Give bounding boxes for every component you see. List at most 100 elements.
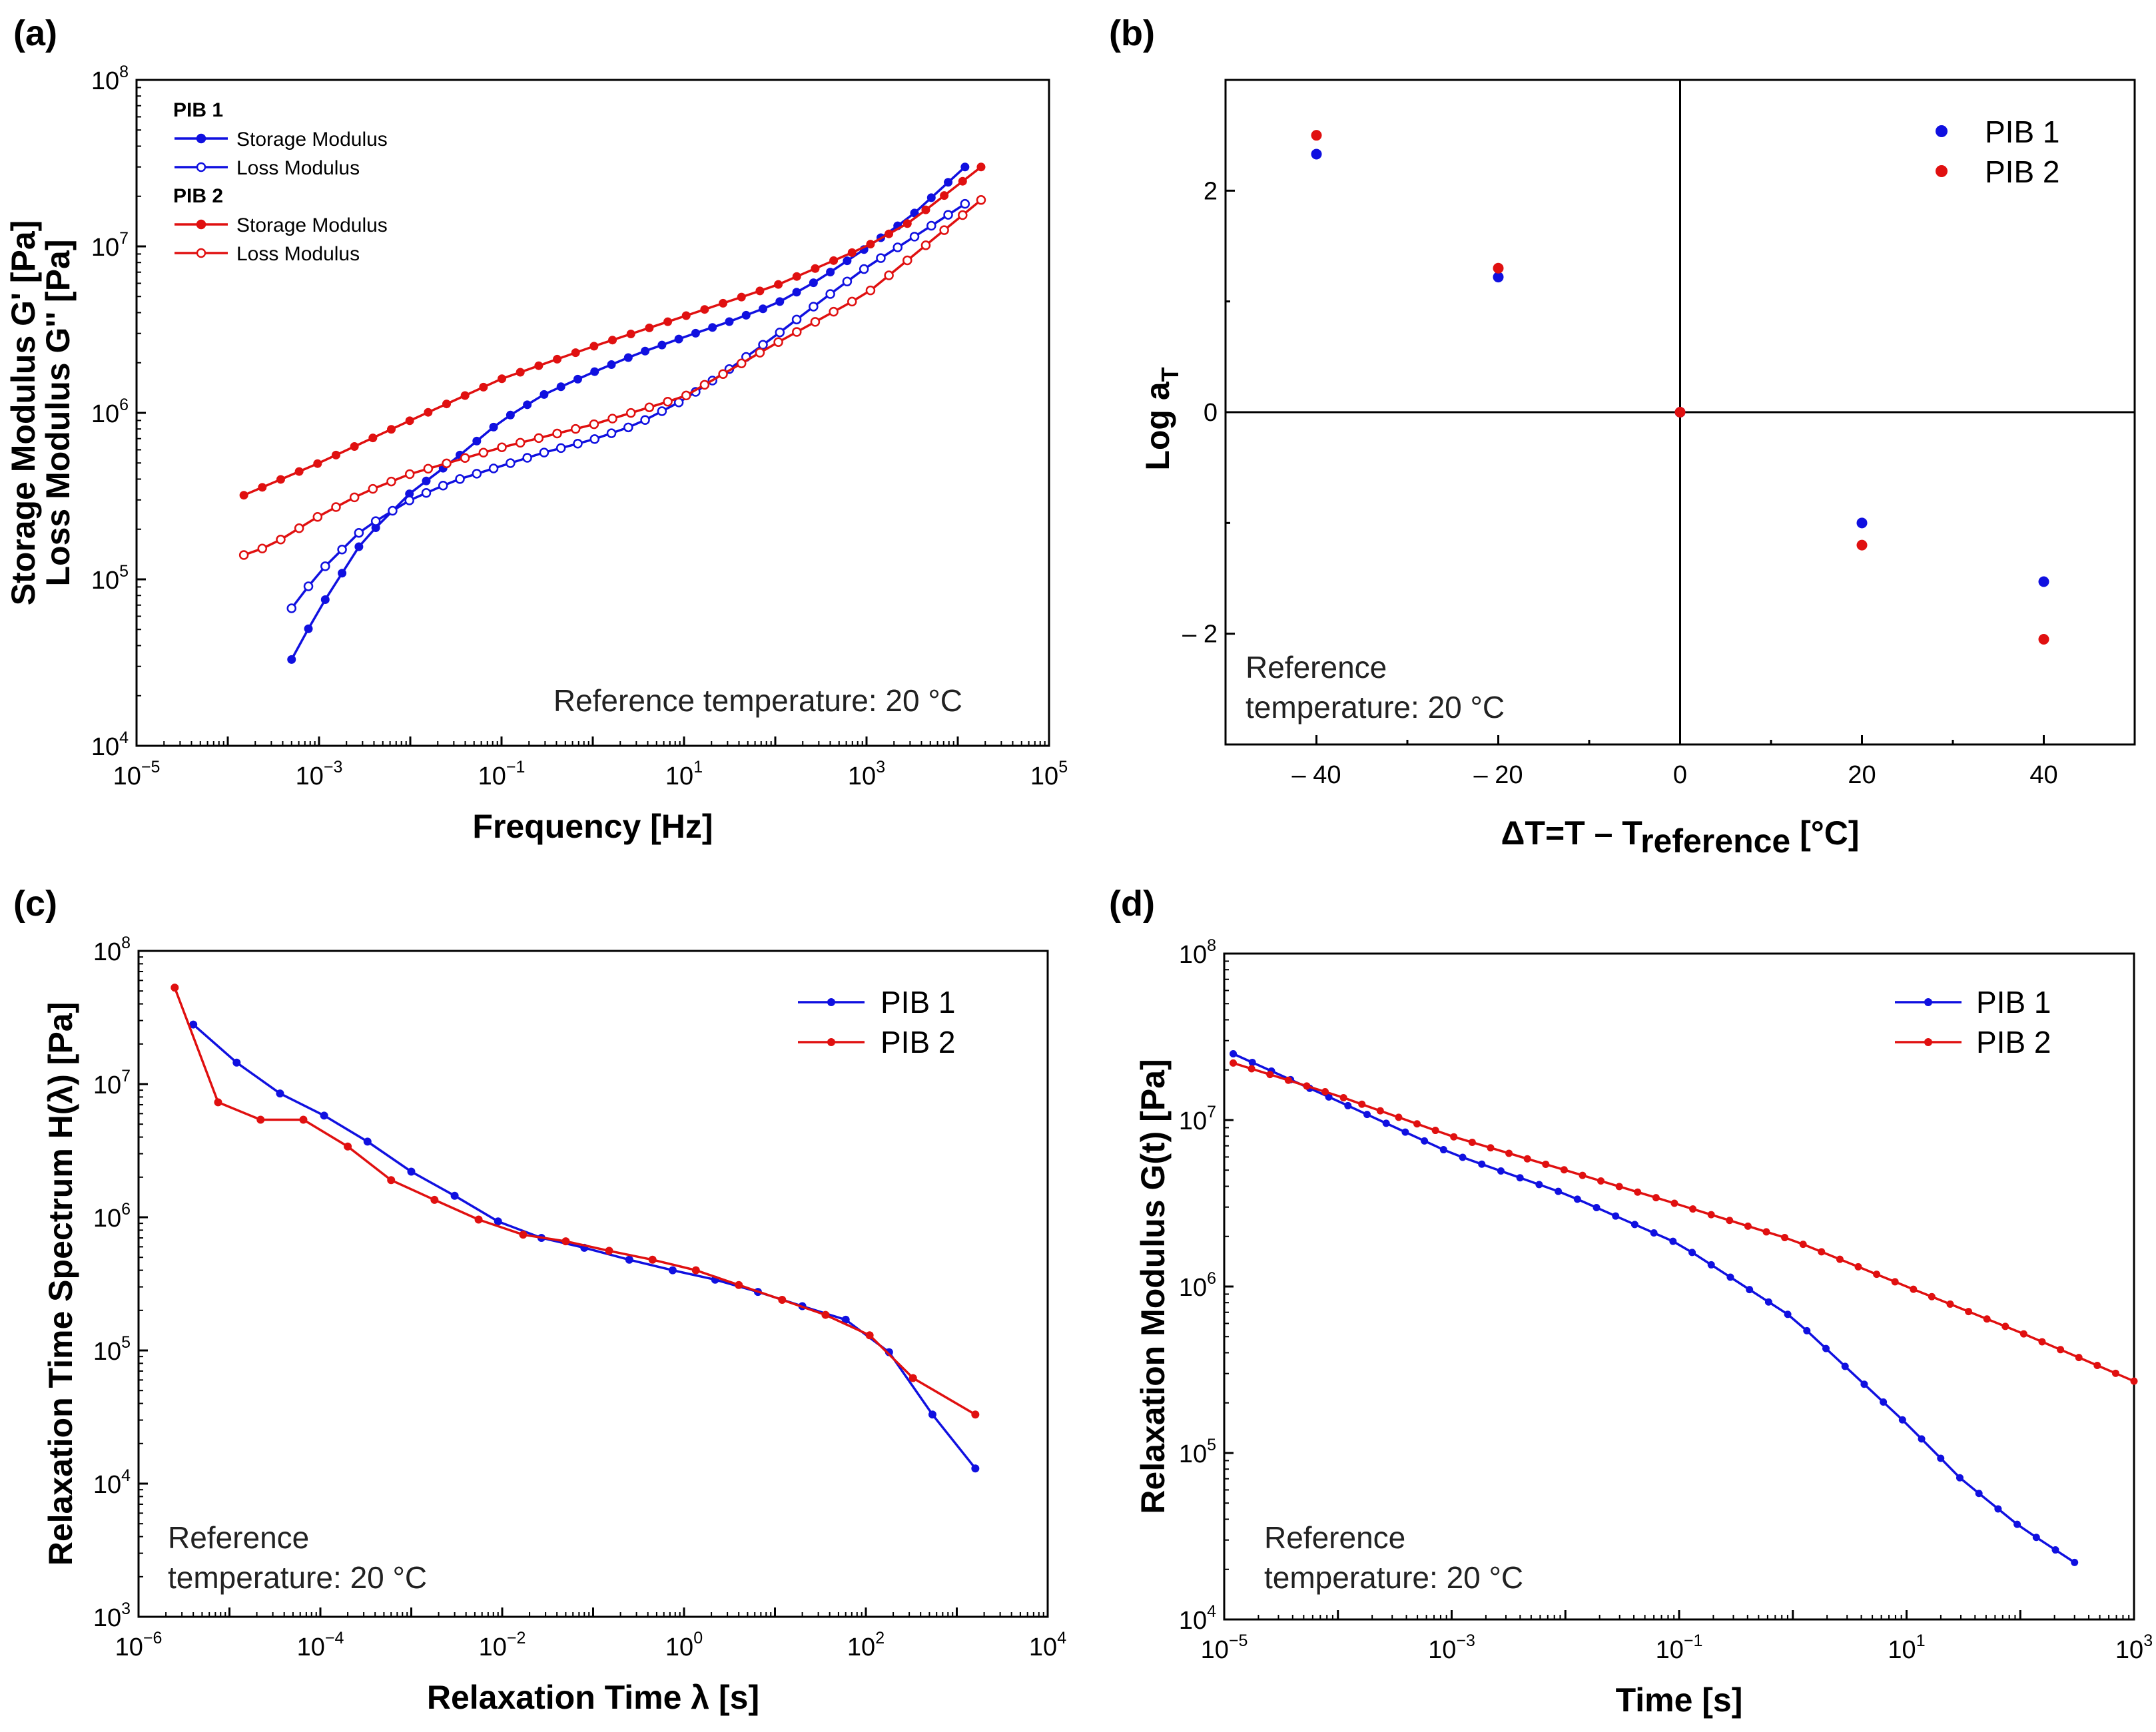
reference-temperature-note: temperature: 20 °C bbox=[1264, 1560, 1523, 1595]
data-point bbox=[460, 391, 470, 400]
data-point bbox=[1311, 148, 1322, 160]
y-tick-label: – 2 bbox=[1182, 621, 1218, 649]
data-point bbox=[759, 304, 768, 314]
data-point bbox=[1956, 1474, 1964, 1482]
data-point bbox=[1450, 1133, 1458, 1141]
data-point bbox=[606, 428, 617, 438]
data-point bbox=[1382, 1119, 1390, 1127]
data-point bbox=[1898, 1416, 1906, 1424]
data-point bbox=[320, 595, 330, 604]
data-point bbox=[472, 436, 482, 445]
data-point bbox=[450, 1191, 459, 1200]
data-point bbox=[534, 433, 544, 443]
legend-entry-label: Loss Modulus bbox=[236, 243, 360, 265]
data-point bbox=[865, 285, 876, 296]
data-point bbox=[865, 1331, 874, 1340]
data-point bbox=[589, 419, 599, 430]
data-point bbox=[668, 1266, 677, 1275]
data-point bbox=[320, 1111, 328, 1120]
data-point bbox=[2038, 633, 2049, 645]
data-point bbox=[1363, 1111, 1371, 1119]
data-point bbox=[407, 1167, 416, 1176]
data-point bbox=[829, 256, 839, 265]
x-tick-label: 102 bbox=[847, 1629, 885, 1661]
data-point bbox=[494, 1217, 502, 1226]
data-point bbox=[663, 396, 673, 407]
data-point bbox=[902, 255, 912, 266]
data-point bbox=[1928, 1293, 1936, 1300]
data-point bbox=[1965, 1308, 1973, 1316]
data-point bbox=[214, 1098, 222, 1107]
data-point bbox=[1854, 1263, 1862, 1271]
data-point bbox=[657, 340, 667, 350]
data-point bbox=[1248, 1058, 1256, 1066]
data-point bbox=[1764, 1298, 1772, 1306]
data-point bbox=[773, 337, 783, 347]
data-point bbox=[506, 410, 515, 420]
x-tick-label: 10−2 bbox=[479, 1629, 526, 1661]
data-point bbox=[641, 346, 650, 356]
data-point bbox=[1284, 1076, 1292, 1084]
y-tick-label: 105 bbox=[93, 1333, 131, 1366]
data-point bbox=[1707, 1211, 1715, 1219]
data-point bbox=[349, 492, 360, 503]
data-point bbox=[276, 475, 285, 484]
data-point bbox=[608, 336, 617, 345]
data-point bbox=[607, 414, 617, 424]
data-point bbox=[866, 240, 875, 249]
data-point bbox=[1523, 1155, 1531, 1163]
panel-a-chart: (a) 10−5 10−3 10−1 101 103 105 104 105 106 107 108 F… bbox=[5, 13, 1068, 845]
data-point bbox=[657, 406, 667, 416]
data-point bbox=[1652, 1194, 1660, 1202]
data-point bbox=[344, 1142, 352, 1151]
y-tick-label: 0 bbox=[1204, 399, 1218, 427]
data-point bbox=[826, 268, 835, 277]
data-point bbox=[1799, 1241, 1807, 1249]
x-tick-label: 0 bbox=[1673, 761, 1687, 789]
x-axis-label: Frequency [Hz] bbox=[472, 808, 713, 845]
data-point bbox=[920, 240, 931, 250]
data-point bbox=[921, 205, 930, 214]
data-point bbox=[368, 433, 378, 443]
data-point bbox=[1230, 1050, 1238, 1058]
data-point bbox=[404, 469, 415, 479]
data-point bbox=[1431, 1127, 1439, 1135]
series-line bbox=[173, 987, 976, 1416]
panel-label: (b) bbox=[1109, 13, 1155, 53]
x-tick-label: 20 bbox=[1848, 761, 1876, 789]
data-point bbox=[1688, 1249, 1696, 1257]
data-point bbox=[474, 1215, 483, 1224]
reference-temperature-note: Reference bbox=[168, 1520, 309, 1555]
data-point bbox=[534, 361, 543, 370]
data-point bbox=[1650, 1229, 1658, 1237]
data-point bbox=[338, 569, 347, 578]
data-point bbox=[1421, 1137, 1429, 1145]
legend-swatch-marker bbox=[827, 1038, 835, 1046]
y-axis-label: Log aT bbox=[1139, 367, 1184, 470]
x-tick-label: 10−4 bbox=[297, 1629, 344, 1661]
data-point bbox=[1597, 1177, 1605, 1185]
data-point bbox=[960, 162, 970, 172]
legend-entry-label: PIB 1 bbox=[1976, 985, 2051, 1019]
x-tick-label: 100 bbox=[665, 1629, 703, 1661]
data-point bbox=[313, 459, 322, 468]
data-point bbox=[859, 264, 869, 274]
data-point bbox=[479, 382, 488, 392]
series-line bbox=[1232, 1052, 2075, 1564]
legend-swatch-marker bbox=[196, 162, 206, 172]
data-point bbox=[506, 458, 516, 468]
data-point bbox=[294, 523, 304, 533]
data-series bbox=[238, 162, 986, 664]
data-point bbox=[422, 476, 431, 485]
data-point bbox=[1803, 1326, 1811, 1334]
legend-group-title: PIB 1 bbox=[173, 99, 223, 121]
legend-swatch-marker bbox=[827, 998, 835, 1006]
data-point bbox=[553, 354, 562, 364]
y-tick-label: 106 bbox=[1179, 1269, 1216, 1302]
data-point bbox=[623, 353, 633, 362]
x-axis-label: ΔT=T – Treference [°C] bbox=[1501, 814, 1859, 860]
data-point bbox=[909, 232, 920, 242]
data-point bbox=[232, 1058, 241, 1067]
x-tick-label: 103 bbox=[2115, 1631, 2153, 1664]
y-tick-label: 105 bbox=[1179, 1436, 1216, 1468]
